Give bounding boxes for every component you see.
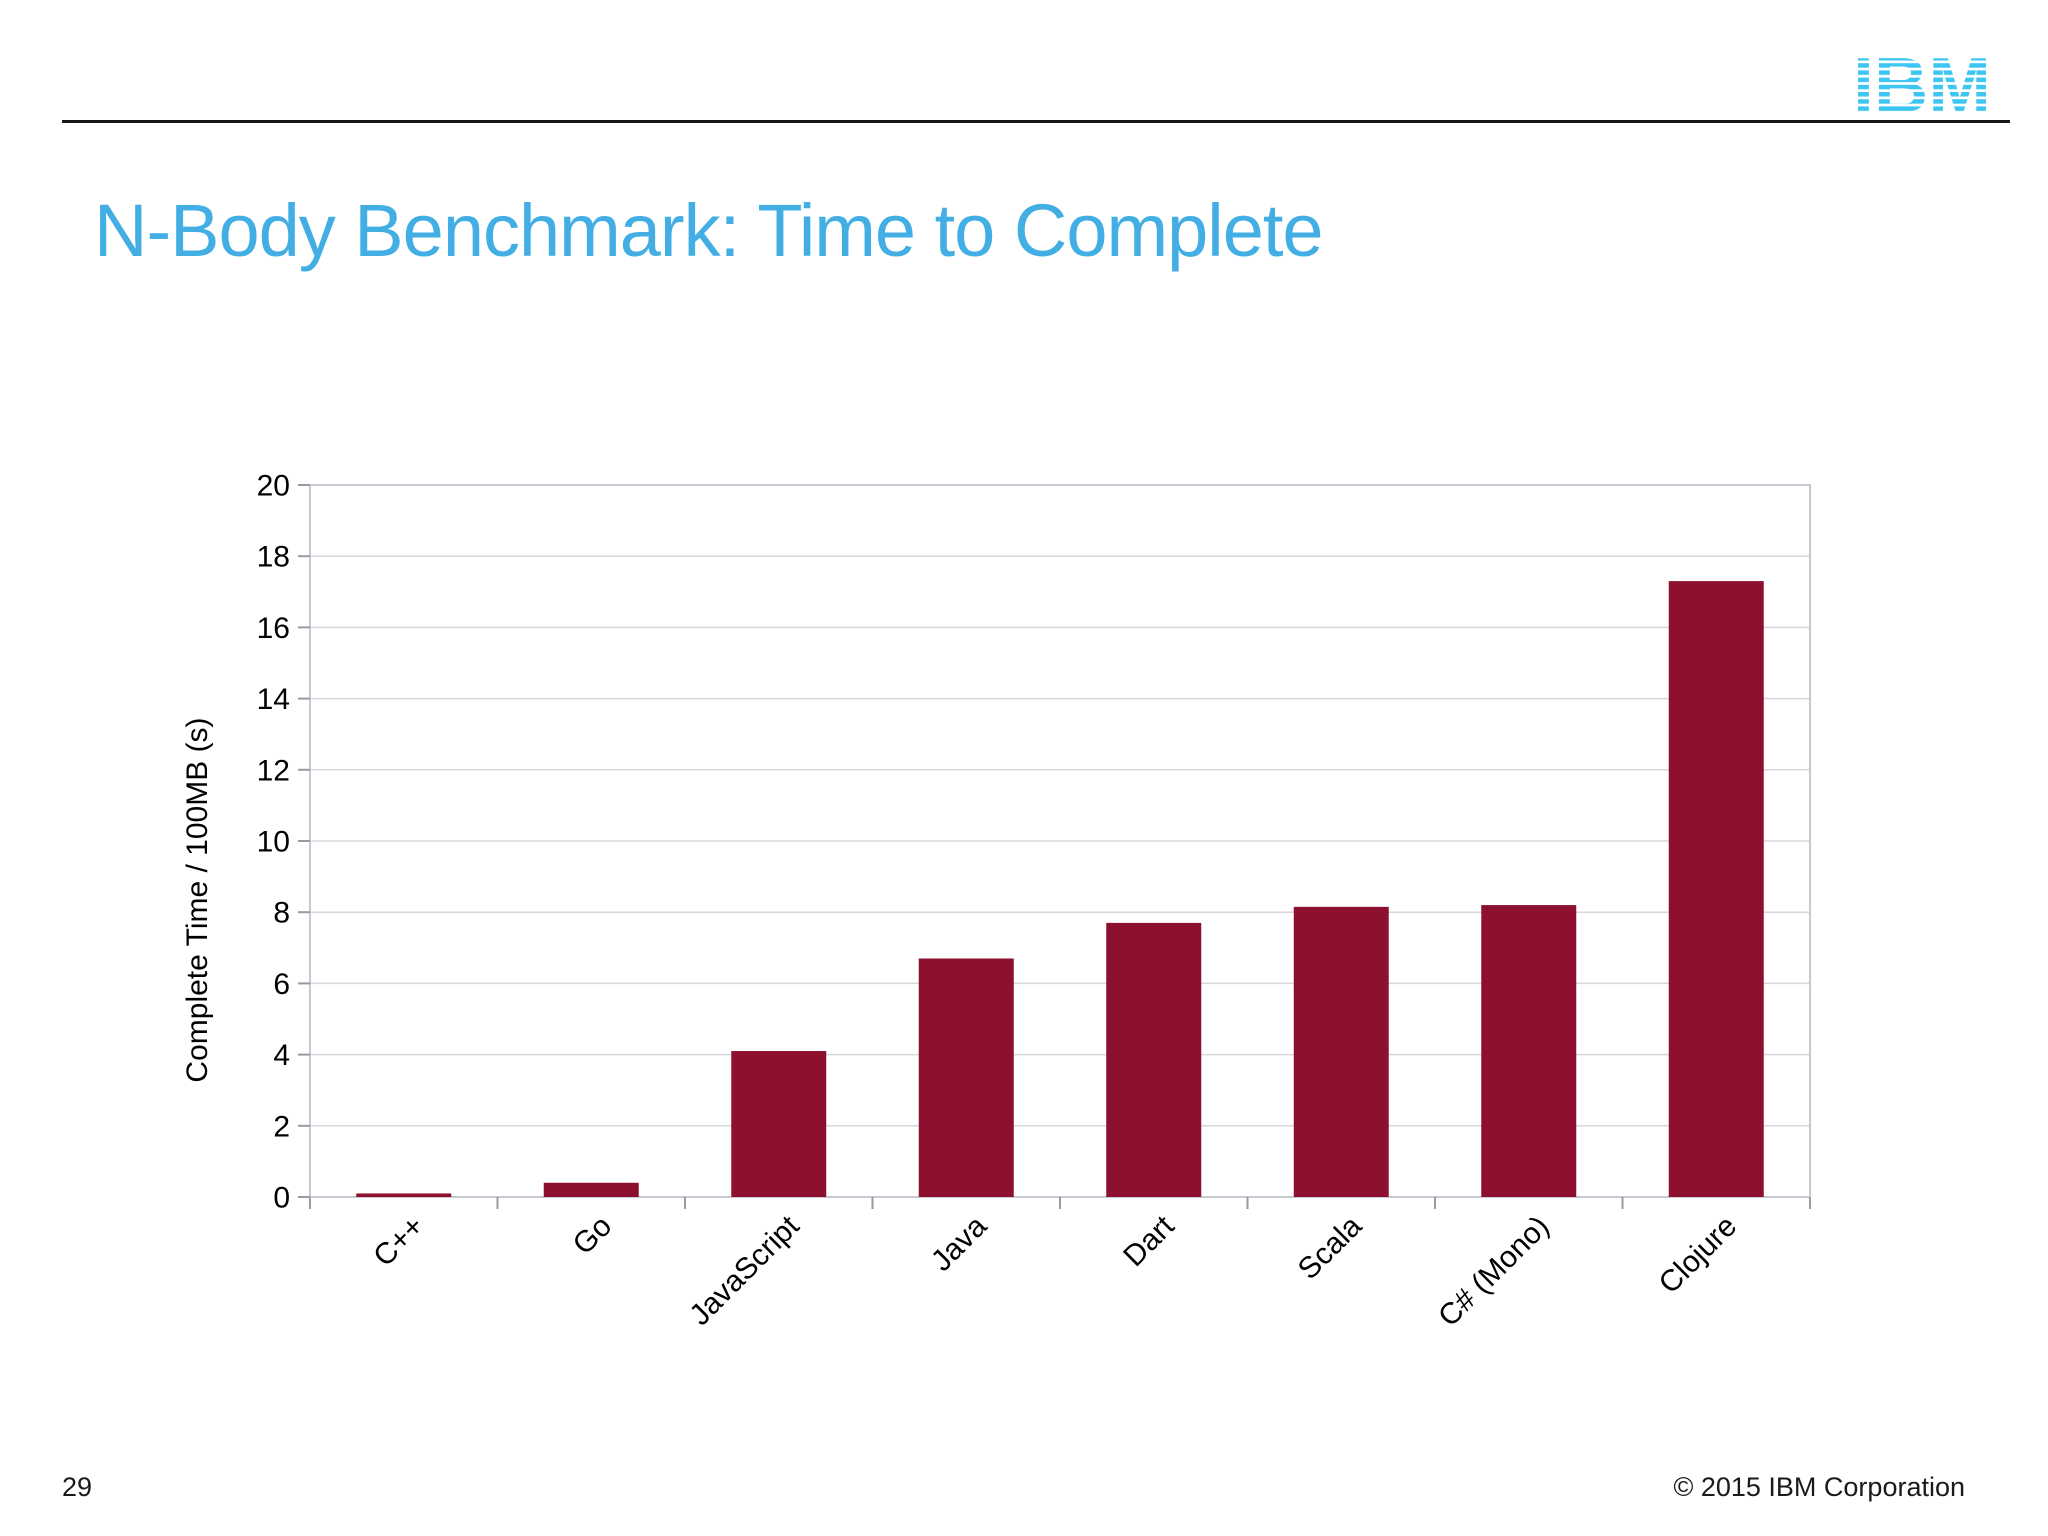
- y-tick-label: 18: [257, 541, 290, 574]
- y-tick-label: 10: [257, 826, 290, 859]
- x-category-label: C# (Mono): [1432, 1210, 1556, 1334]
- bar-c#-mono-: [1481, 905, 1577, 1197]
- y-tick-label: 2: [273, 1110, 290, 1143]
- page-number: 29: [62, 1472, 93, 1502]
- bar-dart: [1106, 922, 1202, 1197]
- x-category-label: Java: [925, 1209, 993, 1277]
- ibm-logo-text: IBM: [1853, 52, 1991, 118]
- header-divider: [62, 120, 2010, 123]
- copyright: © 2015 IBM Corporation: [1673, 1472, 1965, 1502]
- y-tick-label: 20: [257, 470, 290, 503]
- x-category-label: Clojure: [1653, 1210, 1744, 1301]
- x-category-label: Go: [567, 1210, 619, 1262]
- x-category-label: Scala: [1292, 1209, 1369, 1286]
- x-category-label: JavaScript: [683, 1209, 806, 1332]
- bar-go: [543, 1182, 639, 1197]
- y-tick-label: 4: [273, 1039, 290, 1072]
- y-tick-label: 16: [257, 612, 290, 645]
- bar-scala: [1293, 906, 1389, 1197]
- y-tick-label: 6: [273, 968, 290, 1001]
- x-category-label: C++: [367, 1210, 430, 1273]
- y-tick-label: 0: [273, 1182, 290, 1215]
- y-tick-label: 12: [257, 754, 290, 787]
- y-tick-label: 14: [257, 683, 290, 716]
- y-tick-label: 8: [273, 897, 290, 930]
- bar-java: [918, 958, 1014, 1197]
- bar-clojure: [1668, 581, 1764, 1197]
- y-axis-title: Complete Time / 100MB (s): [181, 717, 214, 1082]
- slide-title: N-Body Benchmark: Time to Complete: [94, 188, 1324, 272]
- bar-javascript: [731, 1051, 827, 1197]
- bar-c++: [356, 1193, 452, 1197]
- x-category-label: Dart: [1117, 1209, 1181, 1273]
- ibm-logo: IBM: [1853, 52, 1991, 118]
